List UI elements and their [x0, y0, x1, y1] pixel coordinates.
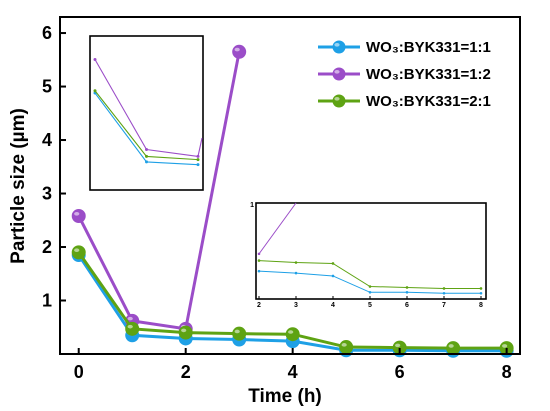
x-tick-label: 6: [395, 362, 405, 382]
data-point: [71, 208, 86, 223]
inset-y-tick-label: 1: [250, 202, 254, 209]
inset-data-point: [442, 291, 446, 295]
x-tick-label: 8: [502, 362, 512, 382]
inset-data-point: [257, 269, 261, 273]
legend-entry: WO₃:BYK331=2:1: [318, 93, 491, 110]
inset-series-line: [197, 137, 203, 157]
inset-x-tick-label: 5: [368, 302, 372, 309]
y-tick-label: 2: [42, 237, 52, 257]
inset-data-point: [479, 287, 483, 290]
inset-frame: [89, 35, 204, 191]
inset-data-point: [368, 290, 372, 294]
inset-zoom-right: 2 3 4 5 6 7 8 1: [250, 202, 487, 309]
data-point-highlight: [395, 343, 401, 348]
data-point-highlight: [74, 211, 80, 216]
legend-label: WO₃:BYK331=1:2: [366, 66, 491, 83]
legend-label: WO₃:BYK331=1:1: [366, 39, 491, 56]
inset-data-point: [331, 262, 335, 265]
inset-data-point: [294, 261, 298, 264]
series-layer: [71, 44, 514, 358]
y-tick-label: 4: [42, 130, 52, 150]
data-point-highlight: [127, 316, 133, 321]
data-point: [71, 245, 86, 260]
inset-data-point: [257, 252, 261, 256]
inset-data-point: [93, 58, 97, 62]
y-tick-label: 5: [42, 77, 52, 97]
series-3: [71, 245, 514, 356]
legend-entry: WO₃:BYK331=1:1: [318, 39, 491, 56]
inset-data-point: [405, 290, 409, 294]
data-point-highlight: [74, 248, 80, 252]
data-point: [125, 321, 140, 336]
inset-data-point: [368, 285, 372, 288]
inset-frame: [255, 202, 487, 300]
inset-x-tick-label: 3: [294, 302, 298, 309]
data-point-highlight: [341, 343, 347, 347]
x-tick-label: 4: [288, 362, 298, 382]
data-point: [232, 44, 247, 59]
data-point-highlight: [181, 328, 187, 333]
x-tick-label: 0: [74, 362, 84, 382]
inset-data-point: [405, 286, 409, 289]
data-point: [285, 327, 300, 342]
data-point-highlight: [448, 344, 454, 348]
inset-data-point: [294, 271, 298, 275]
data-point-highlight: [288, 330, 294, 334]
inset-data-point: [196, 163, 200, 167]
legend-marker-highlight: [334, 43, 340, 47]
data-point-highlight: [502, 344, 508, 348]
inset-data-point: [257, 259, 261, 262]
inset-data-point: [442, 287, 446, 290]
inset-x-tick-label: 6: [405, 302, 409, 309]
inset-series-line: [258, 202, 297, 255]
inset-x-tick-label: 4: [331, 302, 335, 309]
legend: WO₃:BYK331=1:1 WO₃:BYK331=1:2 WO₃:BYK331=2…: [318, 39, 491, 110]
legend-entry: WO₃:BYK331=1:2: [318, 66, 491, 83]
data-point-highlight: [234, 47, 240, 52]
inset-data-point: [93, 89, 97, 93]
inset-x-tick-label: 2: [257, 302, 261, 309]
inset-data-point: [331, 274, 335, 278]
y-axis-title: Particle size (µm): [8, 108, 29, 264]
x-axis-title: Time (h): [248, 386, 322, 407]
inset-data-point: [145, 160, 148, 164]
data-point: [339, 340, 354, 355]
data-point: [178, 325, 193, 340]
legend-marker: [332, 94, 346, 108]
inset-data-point: [145, 154, 148, 158]
y-tick-label: 3: [42, 184, 52, 204]
data-point: [232, 326, 247, 341]
plot-frame: [59, 16, 521, 355]
inset-data-point: [479, 291, 483, 295]
inset-zoom-top-left: [89, 35, 204, 191]
x-tick-label: 2: [181, 362, 191, 382]
legend-marker-highlight: [334, 70, 340, 74]
inset-data-point: [196, 158, 200, 162]
data-point-highlight: [127, 324, 133, 329]
legend-marker: [332, 40, 346, 54]
data-point: [446, 341, 461, 356]
axes: 0 2 4 6 8 1 2 3 4 5 6: [42, 16, 521, 382]
legend-marker-highlight: [334, 97, 340, 101]
legend-marker: [332, 67, 346, 81]
inset-x-tick-label: 8: [479, 302, 483, 309]
inset-data-point: [145, 148, 148, 152]
series-line: [77, 51, 241, 331]
y-tick-label: 1: [42, 291, 52, 311]
y-tick-label: 6: [42, 23, 52, 43]
data-point-highlight: [234, 329, 240, 334]
legend-label: WO₃:BYK331=2:1: [366, 93, 491, 110]
inset-x-tick-label: 7: [442, 302, 446, 309]
